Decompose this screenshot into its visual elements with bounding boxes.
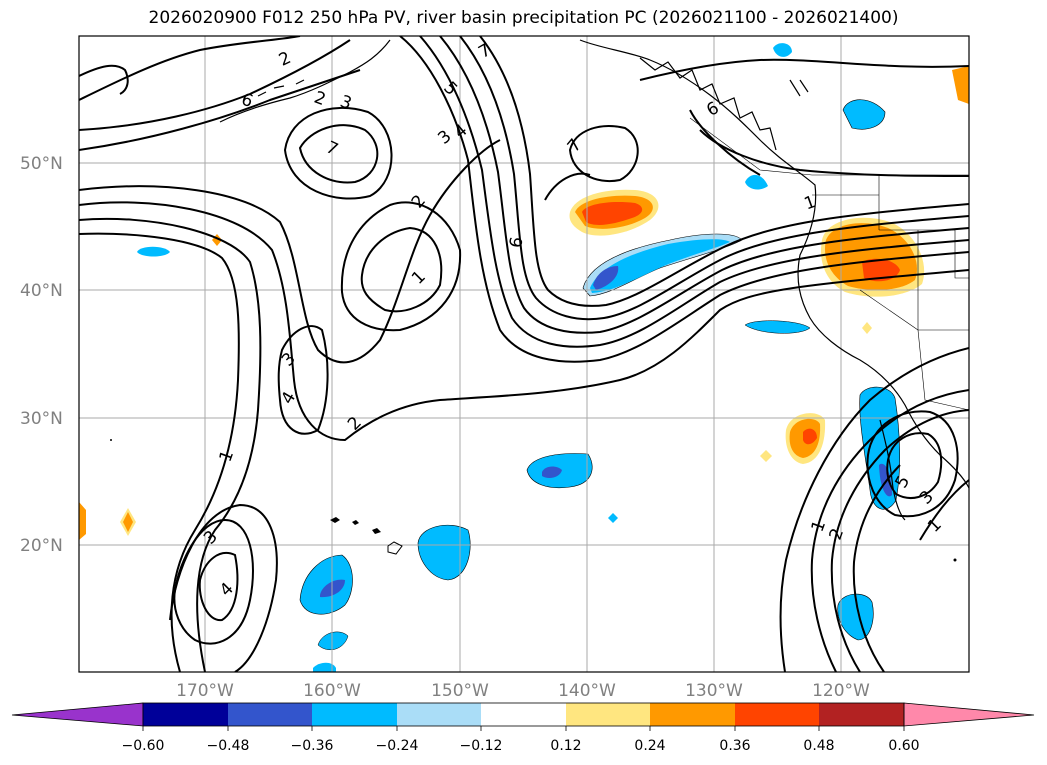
neg-patch-southwest-hawaii [299,554,353,615]
lon-label: 170°W [176,681,234,701]
neg-patch-small-2 [313,662,336,672]
colorbar-tick-label: −0.48 [207,738,250,754]
neg-patch-hawaii-east-dark [542,466,562,478]
contour-jet-5 [479,36,969,307]
colorbar-segment [397,703,481,726]
neg-patch-bc-offshore [842,99,886,130]
contour-west-loop-b [79,139,501,364]
lon-label: 150°W [431,681,489,701]
neg-patch-mid-pacific-dark [593,266,619,290]
pos-patch-north-pacific-red [582,202,643,225]
contour-jet-3 [439,36,969,334]
neg-patch-baja-dark [879,463,892,497]
lon-label: 120°W [812,681,870,701]
colorbar-tick-marks [142,726,905,731]
neg-patch-alaska-small [773,43,792,57]
contour-north-a [79,69,361,151]
contour-north-d [79,64,129,95]
contour-5-ring [886,432,943,499]
colorbar-tick-label: 0.12 [550,738,581,754]
colorbar-tick-label: −0.36 [291,738,334,754]
colorbar-tick-label: 0.36 [719,738,750,754]
colorbar-tick-label: 0.60 [888,738,919,754]
contour-sw-jet-1 [810,389,969,672]
map-title: 2026020900 F012 250 hPa PV, river basin … [148,8,899,28]
colorbar-segment [312,703,397,726]
contour-1-outer [79,232,240,672]
contour-center-ring [340,201,462,332]
colorbar-segment [566,703,650,726]
neg-patch-small-1 [317,631,349,651]
pos-patch-west-edge [79,502,86,540]
pos-patch-dot-2 [760,450,772,462]
contour-jet-2 [419,36,969,348]
lat-label: 50°N [20,154,63,174]
colorbar-tick-label: 0.48 [803,738,834,754]
colorbar-outline [142,702,905,727]
map-frame [78,35,970,673]
gridlines [79,36,969,672]
pos-patch-dot-3 [862,322,872,334]
contour-7-loop-outer [283,107,393,200]
contour-1-se [919,479,969,541]
longitude-labels: 170°W 160°W 150°W 140°W 130°W 120°W [176,681,870,701]
lon-label: 130°W [685,681,743,701]
contour-ring-south-inner [198,552,239,622]
contour-west-loop-a [79,201,969,442]
colorbar-segment [735,703,819,726]
colorbar-tick-label: −0.60 [122,738,165,754]
contour-7-loop [298,124,379,184]
lon-label: 160°W [303,681,361,701]
neg-patch-hawaii [417,524,471,581]
colorbar: −0.60 −0.48 −0.36 −0.24 −0.12 0.12 0.24 … [11,702,1035,754]
lat-label: 40°N [20,281,63,301]
neg-patch-sf-offshore [744,320,811,334]
contour-7-east-ring [568,125,639,183]
contour-center-ring-inner [360,226,443,313]
colorbar-segment [819,703,904,726]
neg-patch-mid-pacific-core [590,239,730,293]
contour-label: 6 [506,235,528,249]
colorbar-tick-label: −0.24 [376,738,419,754]
colorbar-segment [228,703,312,726]
contour-ring-southwest-outer [169,503,278,672]
contour-3-ring [866,410,959,518]
colorbar-extend-min [11,702,144,727]
contour-sw-jet-4 [779,347,969,672]
islands [110,439,957,562]
colorbar-segment [143,703,228,726]
contour-sw-jet-2 [830,409,969,672]
colorbar-tick-label: −0.12 [460,738,503,754]
contour-north-c [79,36,301,101]
latitude-labels: 50°N 40°N 30°N 20°N [20,154,63,556]
neg-patch-west-small [137,246,170,257]
pv-contours [79,36,969,672]
contour-north-east-1 [639,58,969,81]
lat-label: 30°N [20,409,63,429]
pos-patch-west-small-core [123,512,133,532]
pos-patch-baja-offshore-red [803,428,817,445]
contour-north-east-2 [699,129,969,177]
neg-patch-dot [608,513,618,523]
contour-north-east-3 [689,109,761,176]
colorbar-tick-label: 0.24 [634,738,665,754]
pos-patch-california-red [862,258,900,282]
contour-ring-low [277,325,329,435]
lat-label: 20°N [20,536,63,556]
contour-jet-1 [399,36,969,363]
neg-patch-bc-small [745,174,768,190]
colorbar-segment [650,703,735,726]
contour-jet-4 [459,36,969,321]
lon-label: 140°W [558,681,616,701]
colorbar-extend-max [903,702,1035,727]
pos-patch-pnw-edge [952,66,969,104]
contour-2-outer [79,217,262,672]
colorbar-segment [481,703,566,726]
contour-north-b [79,39,351,131]
contour-sw-jet-3 [852,464,901,672]
map-background [79,36,969,672]
